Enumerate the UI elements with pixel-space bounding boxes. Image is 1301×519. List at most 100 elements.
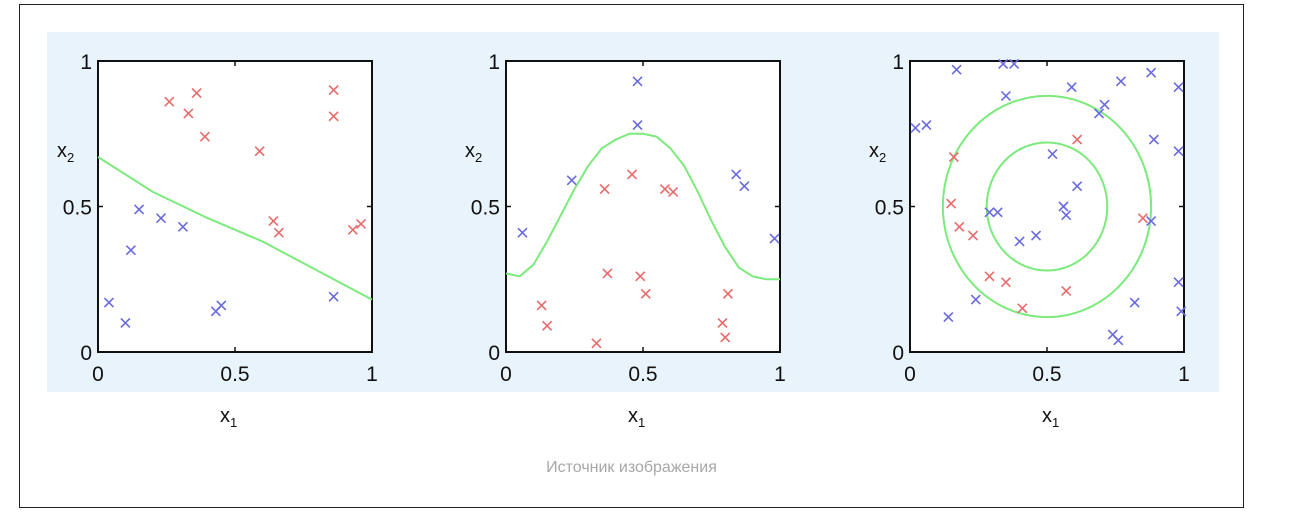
blue-cross-point (1009, 58, 1020, 69)
y-axis-label: x2 (57, 140, 74, 165)
red-cross-point (668, 186, 679, 198)
blue-cross-point (1099, 99, 1110, 110)
plot-area (505, 60, 781, 353)
blue-cross-point (134, 204, 145, 215)
blue-cross-point (1129, 297, 1140, 308)
red-cross-point (1137, 213, 1148, 224)
blue-cross-point (566, 175, 577, 186)
red-cross-point (599, 183, 610, 195)
plot-circular-boundary: 0 0.5 1 0 0.5 1 x2 (869, 51, 1190, 386)
blue-cross-point (1173, 146, 1184, 157)
blue-cross-point (216, 300, 227, 311)
x-tick-label: 0 (92, 363, 104, 386)
blue-cross-point (910, 122, 921, 133)
red-cross-point (954, 221, 965, 232)
image-source-caption: Источник изображения (546, 459, 717, 476)
y-axis-label: x2 (869, 140, 886, 165)
figure-panel: 0 0.5 1 0 0.5 1 x2 0 0.5 1 0 0.5 1 x2 0 0.5 1 0 0.5 1 x2 (47, 32, 1219, 392)
red-cross-point (946, 198, 957, 209)
blue-cross-point (1030, 230, 1042, 241)
decision-boundary-line (505, 132, 780, 281)
blue-cross-point (1113, 335, 1124, 346)
red-cross-point (602, 268, 613, 279)
blue-cross-point (1093, 108, 1105, 119)
blue-cross-point (517, 227, 528, 238)
red-cross-point (347, 224, 358, 235)
red-cross-point (273, 227, 284, 238)
red-cross-point (720, 332, 731, 343)
blue-cross-point (1173, 277, 1184, 288)
blue-cross-point (632, 76, 643, 87)
red-cross-point (1061, 285, 1072, 296)
blue-cross-point (984, 207, 995, 218)
blue-cross-point (1176, 306, 1187, 317)
red-cross-point (164, 96, 175, 107)
red-cross-point (328, 85, 339, 96)
blue-cross-point (125, 245, 136, 256)
x-tick-label: 1 (1178, 363, 1190, 386)
red-cross-point (191, 87, 202, 99)
red-cross-point (948, 151, 959, 163)
red-cross-point (199, 131, 210, 142)
blue-cross-point (103, 297, 115, 308)
y-tick-label: 1 (80, 51, 92, 74)
plot-curved-boundary: 0 0.5 1 0 0.5 1 x2 (465, 51, 786, 386)
blue-cross-point (1148, 134, 1159, 145)
y-tick-label: 0 (488, 342, 500, 365)
x-tick-label: 1 (366, 363, 378, 386)
blue-cross-point (1047, 149, 1058, 160)
red-cross-point (626, 169, 638, 180)
x1-axis-label-1: x1 (628, 405, 646, 430)
blue-cross-point (1146, 215, 1157, 227)
plot-area (909, 60, 1185, 353)
blue-cross-point (992, 207, 1003, 218)
y-axis-label: x2 (465, 140, 482, 165)
x-tick-label: 0 (500, 363, 512, 386)
x-tick-label: 0.5 (1032, 363, 1061, 386)
blue-cross-point (998, 58, 1009, 69)
x-tick-label: 1 (774, 363, 786, 386)
red-cross-point (542, 320, 553, 331)
blue-cross-point (739, 181, 750, 192)
red-cross-point (1017, 303, 1028, 314)
x1-axis-label-0: x1 (220, 405, 238, 430)
blue-cross-point (731, 169, 742, 180)
y-tick-label: 0.5 (875, 197, 904, 220)
x1-axis-label-2: x1 (1042, 405, 1060, 430)
y-tick-label: 0.5 (471, 197, 500, 220)
red-cross-point (268, 215, 279, 227)
red-cross-point (967, 230, 979, 241)
blue-cross-point (328, 291, 339, 302)
red-cross-point (1000, 277, 1011, 288)
blue-cross-point (1115, 76, 1127, 87)
blue-cross-point (921, 119, 932, 131)
decision-boundary-circle (941, 94, 1153, 319)
red-cross-point (659, 183, 670, 195)
x-tick-label: 0.5 (628, 363, 657, 386)
x-tick-label: 0 (904, 363, 916, 386)
red-cross-point (591, 338, 602, 349)
decision-boundary-line (97, 156, 373, 301)
figure-frame: 0 0.5 1 0 0.5 1 x2 0 0.5 1 0 0.5 1 x2 0 0.5 1 0 0.5 1 x2 x… (19, 4, 1244, 508)
red-cross-point (635, 271, 646, 282)
blue-cross-point (155, 213, 167, 224)
y-tick-label: 1 (488, 51, 500, 74)
blue-cross-point (1058, 201, 1069, 212)
blue-cross-point (177, 221, 189, 232)
red-cross-point (717, 317, 728, 328)
red-cross-point (722, 288, 734, 299)
blue-cross-point (1014, 236, 1025, 247)
plot-linear-boundary: 0 0.5 1 0 0.5 1 x2 (57, 51, 378, 386)
blue-cross-point (1066, 82, 1077, 93)
red-cross-point (355, 218, 367, 230)
blue-cross-point (769, 233, 780, 244)
decision-boundary-circle (985, 141, 1109, 272)
blue-cross-point (632, 119, 643, 131)
y-tick-label: 0.5 (63, 197, 92, 220)
red-cross-point (183, 108, 194, 119)
y-tick-label: 0 (892, 342, 904, 365)
blue-cross-point (943, 312, 954, 323)
plot-area (97, 60, 373, 353)
blue-cross-point (1000, 90, 1011, 101)
blue-cross-point (1146, 67, 1157, 78)
